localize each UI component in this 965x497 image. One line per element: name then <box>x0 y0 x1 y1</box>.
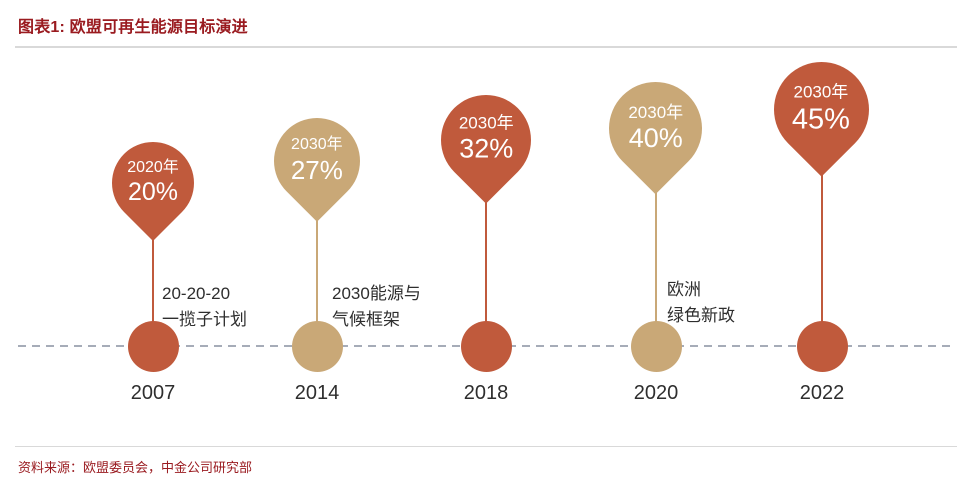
target-balloon: 2020年 20% <box>95 125 211 241</box>
timeline-dot <box>292 321 343 372</box>
event-note-line2: 气候框架 <box>332 310 400 330</box>
year-tick-label: 2020 <box>633 382 679 404</box>
figure-title: 图表1: 欧盟可再生能源目标演进 <box>18 19 248 36</box>
target-balloon: 2030年 45% <box>754 42 889 177</box>
balloon-target-value: 20% <box>127 177 179 206</box>
balloon-target-value: 45% <box>792 103 851 136</box>
event-note: 欧洲 绿色新政 <box>667 277 735 330</box>
balloon-target-year: 2030年 <box>628 102 683 122</box>
event-note-line2: 一揽子计划 <box>162 310 247 330</box>
event-note-line1: 2030能源与 <box>332 284 421 303</box>
balloon-string <box>316 218 318 332</box>
balloon-target-value: 40% <box>628 122 683 153</box>
timeline-dot <box>128 321 179 372</box>
event-note-line1: 20-20-20 <box>162 284 231 303</box>
event-note: 2030能源与 气候框架 <box>332 281 421 334</box>
balloon-target-value: 27% <box>290 155 344 186</box>
year-tick-label: 2018 <box>463 382 509 404</box>
balloon-target-year: 2020年 <box>127 158 179 176</box>
target-balloon: 2030年 40% <box>589 62 722 195</box>
target-balloon: 2030年 27% <box>256 100 378 222</box>
balloon-target-year: 2030年 <box>794 82 849 102</box>
balloon-string <box>485 200 487 332</box>
year-tick-label: 2007 <box>130 382 176 404</box>
source-note: 资料来源：欧盟委员会，中金公司研究部 <box>18 460 253 475</box>
year-tick-label: 2022 <box>799 382 845 404</box>
balloon-label: 2030年 40% <box>628 103 683 155</box>
balloon-target-value: 32% <box>458 134 514 165</box>
balloon-string <box>655 190 657 332</box>
balloon-target-year: 2030年 <box>291 136 343 154</box>
balloon-string <box>152 236 154 332</box>
target-balloon: 2030年 32% <box>422 76 550 204</box>
balloon-target-year: 2030年 <box>458 114 514 134</box>
event-note: 20-20-20 一揽子计划 <box>162 281 247 334</box>
event-note-line1: 欧洲 <box>667 280 701 299</box>
balloon-label: 2020年 20% <box>127 159 179 207</box>
balloon-label: 2030年 32% <box>459 114 514 166</box>
timeline-dot <box>631 321 682 372</box>
year-tick-label: 2014 <box>294 382 340 404</box>
timeline-dot <box>461 321 512 372</box>
source-divider <box>15 446 957 447</box>
balloon-label: 2030年 27% <box>291 136 343 186</box>
timeline-dot <box>797 321 848 372</box>
balloon-string <box>821 172 823 332</box>
balloon-label: 2030年 45% <box>792 82 850 136</box>
event-note-line2: 绿色新政 <box>667 306 735 326</box>
title-divider <box>15 46 957 48</box>
